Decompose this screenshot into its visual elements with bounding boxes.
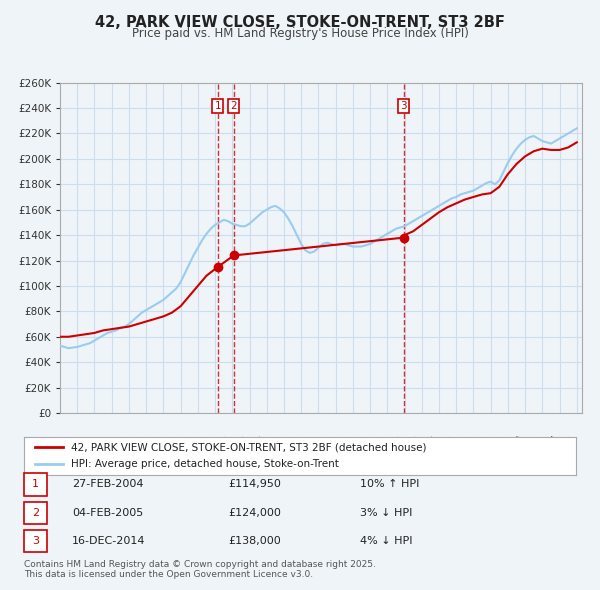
Text: 1995: 1995 — [37, 434, 60, 457]
Text: £124,000: £124,000 — [228, 508, 281, 517]
Text: 2002: 2002 — [158, 434, 181, 457]
Text: 3: 3 — [32, 536, 39, 546]
Text: 1996: 1996 — [55, 434, 77, 457]
Text: 1: 1 — [214, 101, 221, 111]
Text: 2013: 2013 — [347, 434, 370, 457]
Text: 2014: 2014 — [365, 434, 388, 457]
Text: 10% ↑ HPI: 10% ↑ HPI — [360, 480, 419, 489]
Text: 2007: 2007 — [244, 434, 267, 457]
Text: 2025: 2025 — [554, 434, 577, 457]
Text: 2024: 2024 — [537, 434, 560, 457]
Text: 4% ↓ HPI: 4% ↓ HPI — [360, 536, 413, 546]
Text: 2006: 2006 — [227, 434, 250, 457]
Text: 2009: 2009 — [278, 434, 301, 457]
Text: 2001: 2001 — [141, 434, 163, 457]
Text: 2023: 2023 — [520, 434, 542, 457]
Text: 2004: 2004 — [193, 434, 215, 457]
Text: 27-FEB-2004: 27-FEB-2004 — [72, 480, 143, 489]
Text: 3: 3 — [401, 101, 407, 111]
Text: 1998: 1998 — [89, 434, 112, 457]
Text: 2015: 2015 — [382, 434, 404, 457]
Text: 2008: 2008 — [262, 434, 284, 457]
Text: 2: 2 — [32, 508, 39, 517]
Text: £138,000: £138,000 — [228, 536, 281, 546]
Text: 2000: 2000 — [124, 434, 146, 457]
Text: 2010: 2010 — [296, 434, 319, 457]
Text: 2011: 2011 — [313, 434, 335, 457]
Text: 2016: 2016 — [399, 434, 422, 457]
Text: 3% ↓ HPI: 3% ↓ HPI — [360, 508, 412, 517]
Text: 2018: 2018 — [434, 434, 456, 457]
Text: Price paid vs. HM Land Registry's House Price Index (HPI): Price paid vs. HM Land Registry's House … — [131, 27, 469, 40]
Text: 1997: 1997 — [72, 434, 94, 457]
Text: 2022: 2022 — [503, 434, 525, 457]
Text: 04-FEB-2005: 04-FEB-2005 — [72, 508, 143, 517]
Text: Contains HM Land Registry data © Crown copyright and database right 2025.
This d: Contains HM Land Registry data © Crown c… — [24, 560, 376, 579]
Text: £114,950: £114,950 — [228, 480, 281, 489]
Text: 42, PARK VIEW CLOSE, STOKE-ON-TRENT, ST3 2BF: 42, PARK VIEW CLOSE, STOKE-ON-TRENT, ST3… — [95, 15, 505, 30]
Text: HPI: Average price, detached house, Stoke-on-Trent: HPI: Average price, detached house, Stok… — [71, 459, 339, 469]
Text: 2005: 2005 — [210, 434, 232, 457]
Text: 2020: 2020 — [468, 434, 491, 457]
Text: 2012: 2012 — [331, 434, 353, 457]
Text: 1999: 1999 — [106, 434, 129, 457]
Text: 2: 2 — [230, 101, 237, 111]
Text: 16-DEC-2014: 16-DEC-2014 — [72, 536, 146, 546]
Text: 1: 1 — [32, 480, 39, 489]
Text: 2003: 2003 — [175, 434, 198, 457]
Text: 2019: 2019 — [451, 434, 473, 457]
Text: 42, PARK VIEW CLOSE, STOKE-ON-TRENT, ST3 2BF (detached house): 42, PARK VIEW CLOSE, STOKE-ON-TRENT, ST3… — [71, 442, 427, 453]
Text: 2017: 2017 — [416, 434, 439, 457]
Text: 2021: 2021 — [485, 434, 508, 457]
